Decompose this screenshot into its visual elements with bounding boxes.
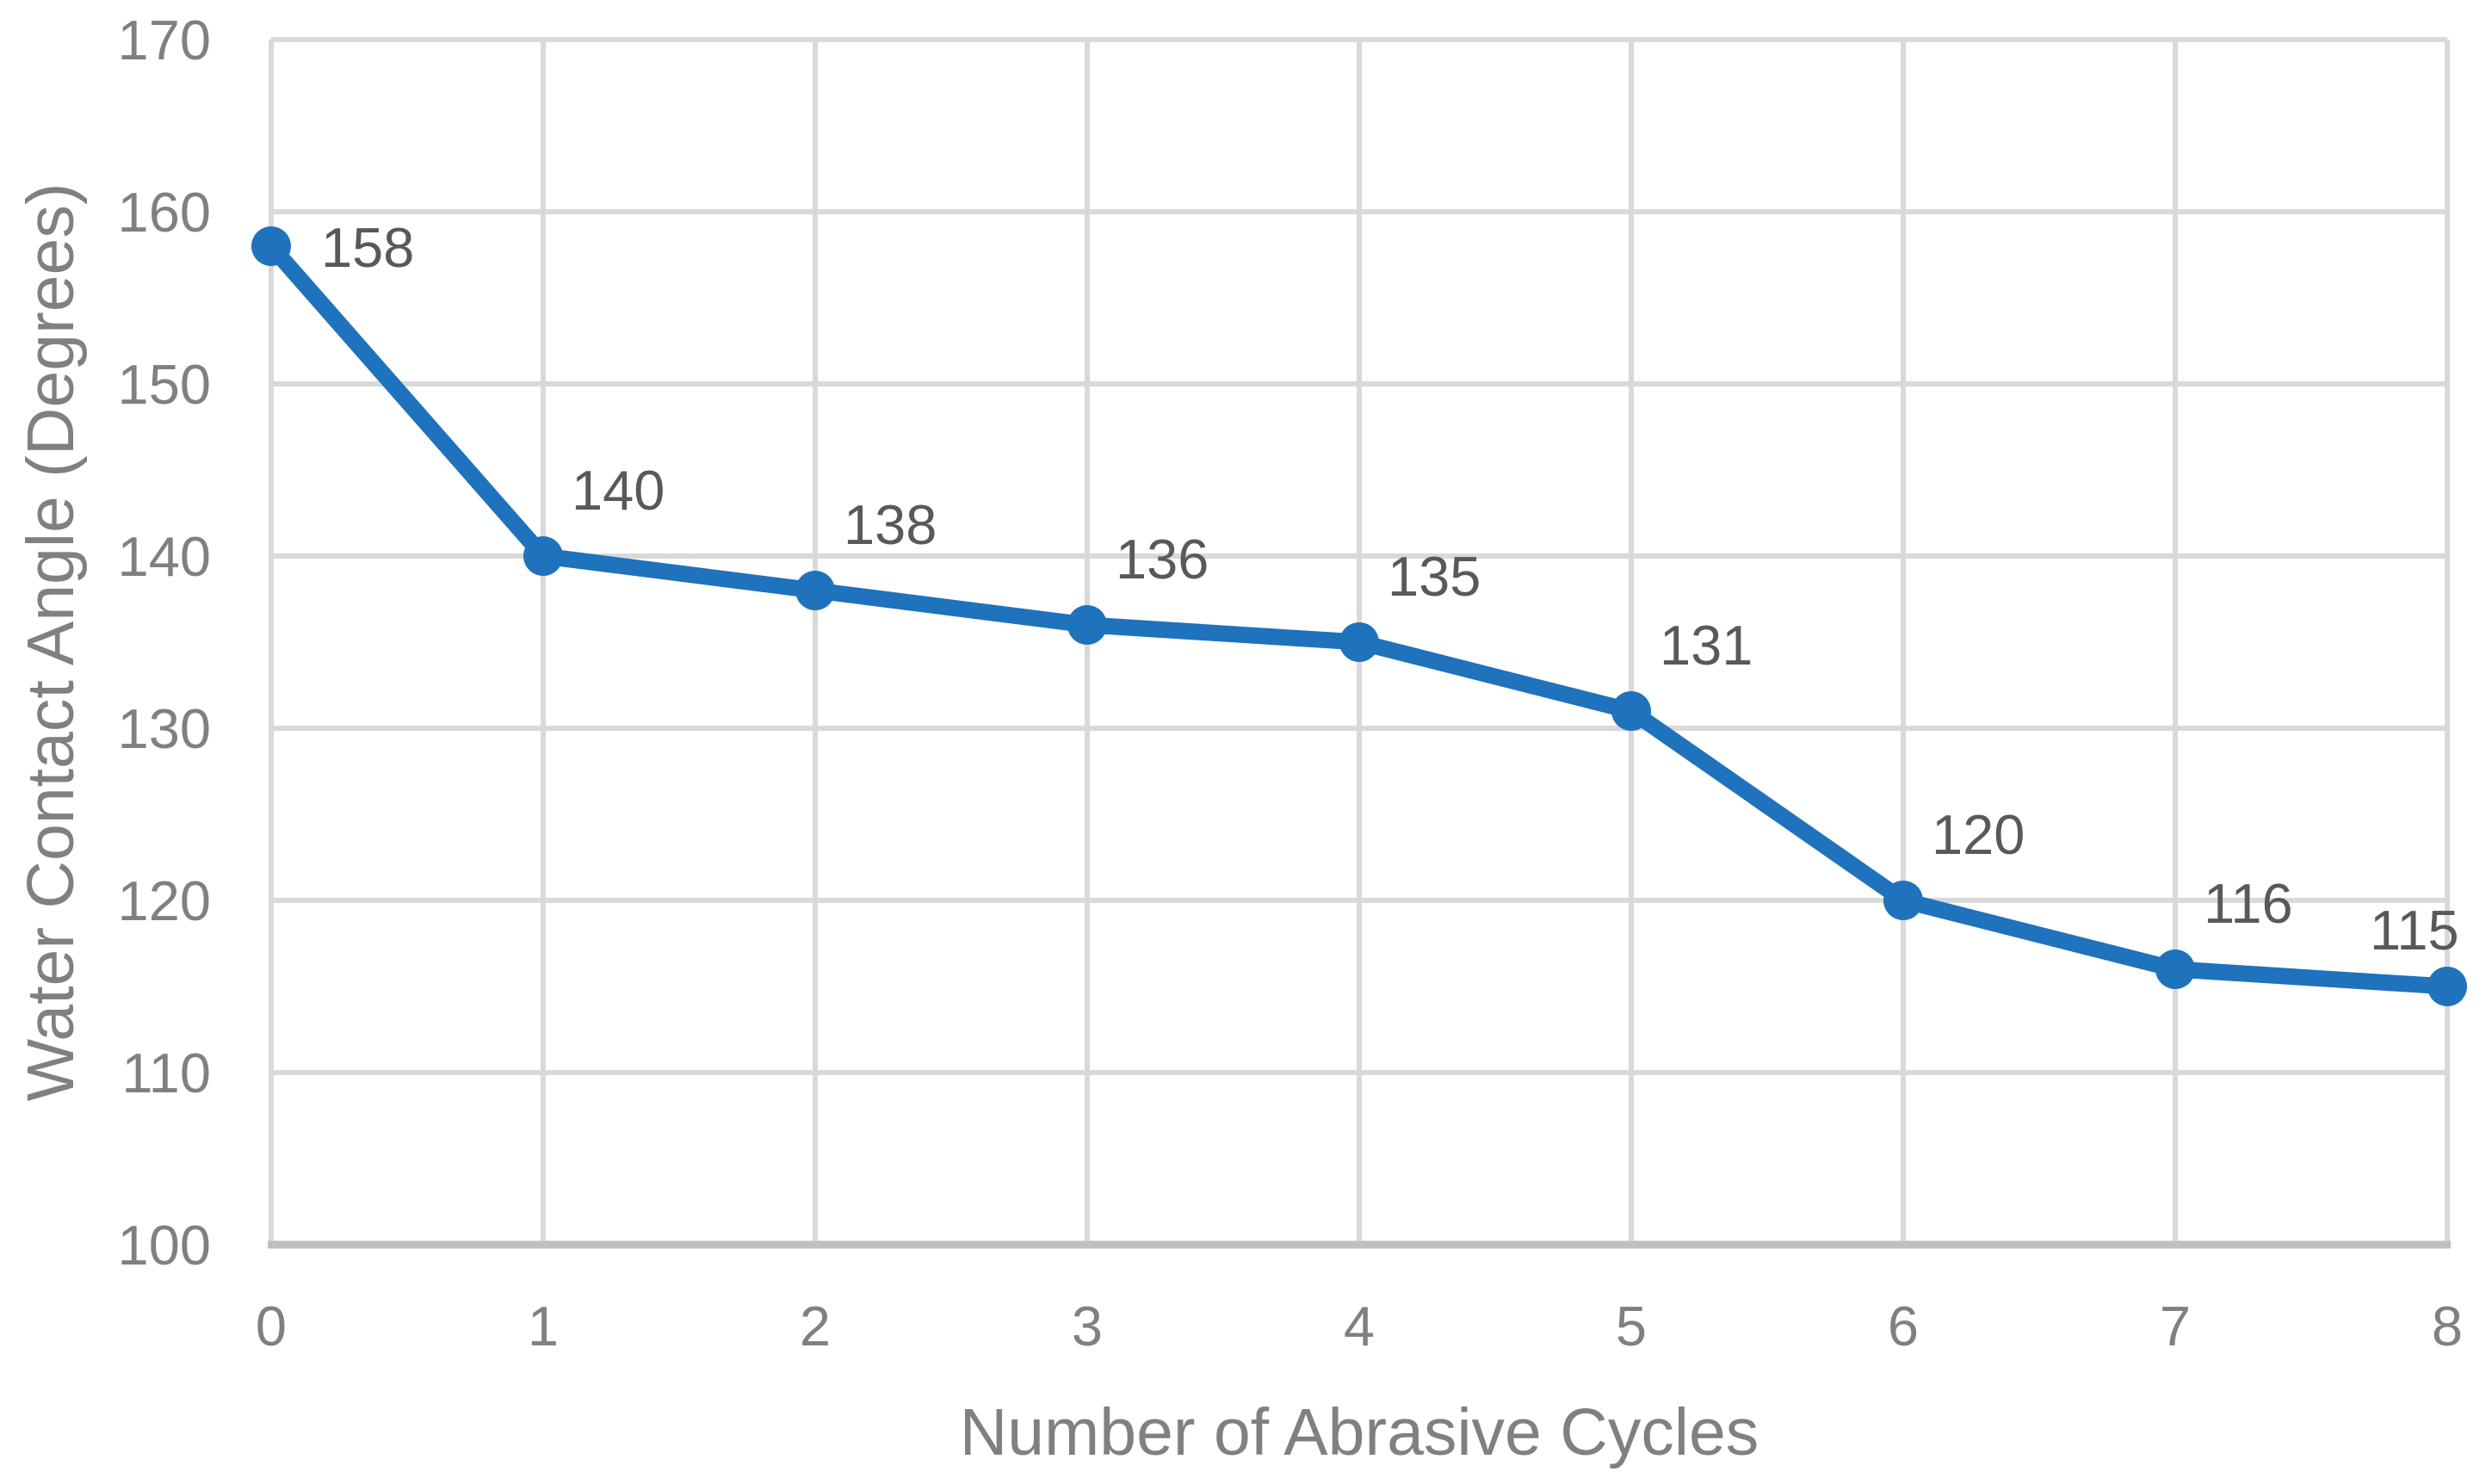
horizontal-gridlines bbox=[271, 37, 2447, 1075]
y-tick-label: 120 bbox=[118, 869, 211, 932]
x-axis-tick-labels: 0 1 2 3 4 5 6 7 8 bbox=[256, 1295, 2463, 1357]
data-point-marker bbox=[523, 536, 563, 576]
x-tick-label: 2 bbox=[800, 1295, 831, 1357]
x-tick-label: 7 bbox=[2160, 1295, 2191, 1357]
y-tick-label: 140 bbox=[118, 525, 211, 588]
x-tick-label: 0 bbox=[256, 1295, 287, 1357]
data-label: 140 bbox=[572, 459, 665, 522]
data-point-marker bbox=[1883, 881, 1923, 920]
data-point-marker bbox=[2155, 949, 2195, 989]
data-label: 158 bbox=[321, 216, 414, 279]
data-point-labels: 158 140 138 136 135 131 120 116 115 bbox=[321, 216, 2459, 962]
data-label: 115 bbox=[2370, 899, 2459, 962]
x-tick-label: 6 bbox=[1888, 1295, 1919, 1357]
y-tick-label: 110 bbox=[121, 1042, 211, 1104]
x-axis-title: Number of Abrasive Cycles bbox=[960, 1395, 1759, 1469]
x-tick-label: 4 bbox=[1344, 1295, 1375, 1357]
data-label: 131 bbox=[1660, 614, 1753, 677]
data-point-marker bbox=[251, 226, 291, 266]
y-tick-label: 130 bbox=[118, 697, 211, 760]
data-label: 136 bbox=[1116, 528, 1209, 591]
data-point-marker bbox=[795, 571, 835, 610]
x-tick-label: 5 bbox=[1616, 1295, 1647, 1357]
y-axis-tick-labels: 100 110 120 130 140 150 160 170 bbox=[118, 9, 211, 1277]
data-label: 116 bbox=[2204, 872, 2293, 935]
y-tick-label: 160 bbox=[118, 181, 211, 244]
y-axis-title: Water Contact Angle (Degrees) bbox=[14, 182, 88, 1101]
data-point-marker bbox=[1339, 622, 1379, 662]
y-tick-label: 170 bbox=[118, 9, 211, 71]
data-point-marker bbox=[2427, 967, 2467, 1006]
x-tick-label: 1 bbox=[528, 1295, 559, 1357]
data-series bbox=[251, 226, 2467, 1006]
y-tick-label: 100 bbox=[118, 1214, 211, 1277]
x-tick-label: 8 bbox=[2432, 1295, 2463, 1357]
data-label: 138 bbox=[844, 493, 937, 556]
data-point-marker bbox=[1611, 691, 1651, 731]
x-tick-label: 3 bbox=[1072, 1295, 1103, 1357]
data-label: 135 bbox=[1388, 545, 1481, 608]
y-tick-label: 150 bbox=[118, 353, 211, 416]
data-point-marker bbox=[1067, 605, 1107, 645]
data-label: 120 bbox=[1932, 803, 2025, 866]
